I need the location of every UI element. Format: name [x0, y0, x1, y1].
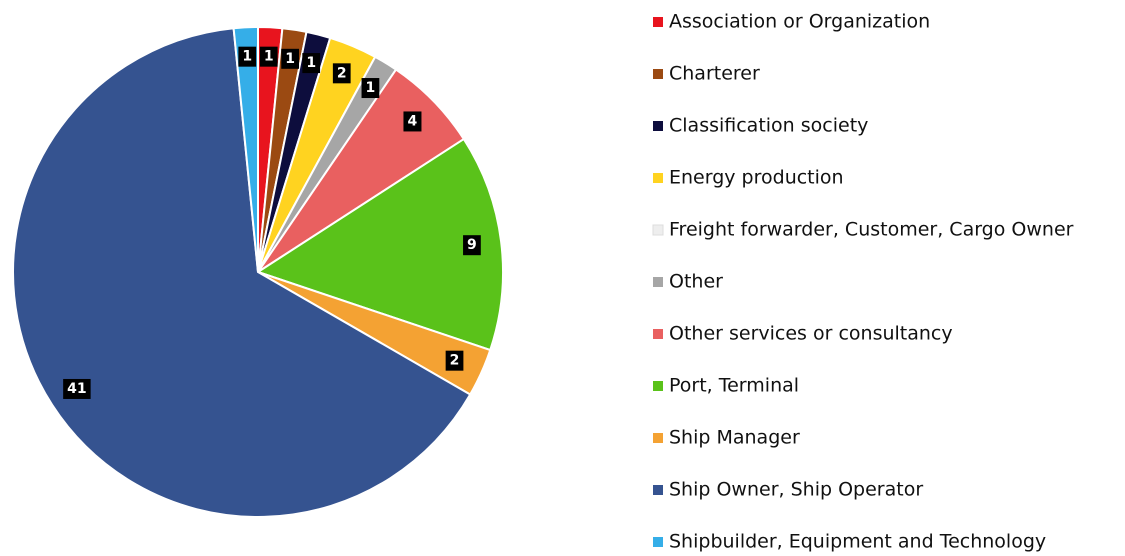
legend-label: Other services or consultancy	[669, 323, 953, 345]
data-label-box	[63, 378, 91, 399]
data-label-box	[238, 46, 257, 67]
legend-label: Association or Organization	[669, 11, 930, 33]
legend-swatch	[653, 121, 663, 131]
data-label-box	[281, 48, 300, 69]
legend-label: Charterer	[669, 63, 760, 85]
data-label: 1	[242, 49, 252, 65]
legend-label: Other	[669, 271, 723, 293]
data-label: 2	[450, 353, 460, 369]
data-label: 2	[337, 65, 347, 81]
legend-label: Ship Manager	[669, 427, 800, 449]
legend-swatch	[653, 277, 663, 287]
data-label-box	[403, 111, 422, 132]
legend-label: Energy production	[669, 167, 844, 189]
data-label: 9	[467, 237, 477, 253]
data-label: 41	[67, 381, 86, 397]
legend-swatch	[653, 329, 663, 339]
legend-label: Classification society	[669, 115, 868, 137]
pie-slice	[12, 27, 472, 518]
data-label-box	[302, 53, 321, 74]
data-label: 4	[407, 113, 417, 129]
data-label-box	[445, 350, 464, 371]
legend-swatch	[653, 485, 663, 495]
data-label: 1	[306, 55, 316, 71]
legend-swatch	[653, 381, 663, 391]
data-label-box	[332, 63, 351, 84]
legend-label: Ship Owner, Ship Operator	[669, 479, 923, 501]
legend-label: Port, Terminal	[669, 375, 799, 397]
legend-label: Shipbuilder, Equipment and Technology	[669, 531, 1046, 553]
data-label: 1	[264, 49, 274, 65]
legend-swatch	[653, 17, 663, 27]
legend-swatch	[653, 537, 663, 547]
data-label-box	[463, 235, 481, 256]
data-label-box	[361, 78, 380, 99]
legend-label: Freight forwarder, Customer, Cargo Owner	[669, 219, 1074, 241]
pie-slice	[255, 137, 504, 352]
legend-swatch	[653, 433, 663, 443]
data-label: 1	[366, 80, 376, 96]
legend-swatch	[652, 224, 664, 236]
legend-swatch	[653, 173, 663, 183]
data-label: 1	[285, 51, 295, 67]
pie-slice	[232, 25, 259, 273]
legend-swatch	[653, 69, 663, 79]
data-label-box	[259, 46, 278, 67]
